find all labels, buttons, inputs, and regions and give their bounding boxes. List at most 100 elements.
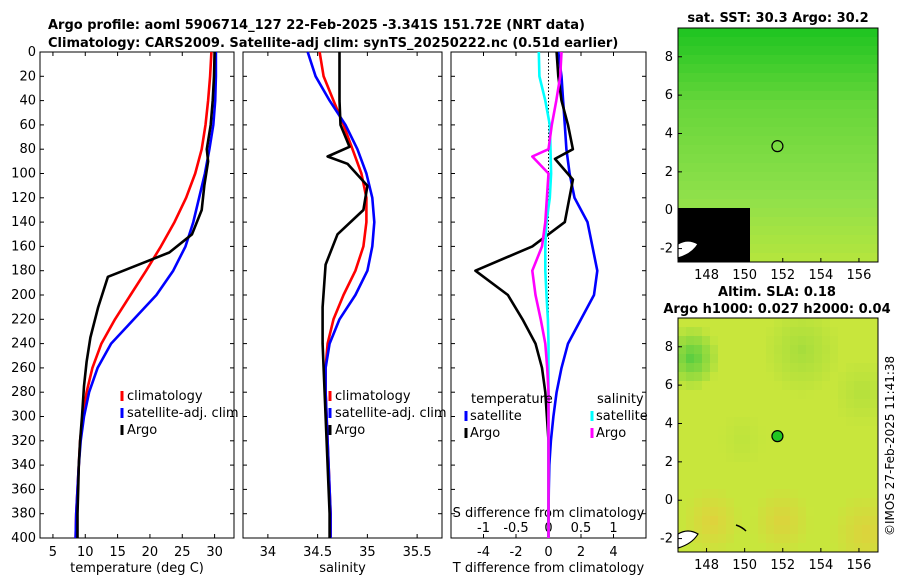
heatmap-cell [822, 354, 831, 364]
heatmap-cell [838, 226, 847, 236]
heatmap-cell [870, 127, 879, 137]
heatmap-cell [710, 154, 719, 164]
heatmap-cell [862, 109, 871, 119]
heatmap-cell [686, 507, 695, 517]
heatmap-cell [830, 516, 839, 526]
heatmap-cell [790, 64, 799, 74]
heatmap-cell [854, 480, 863, 490]
heatmap-cell [702, 390, 711, 400]
heatmap-cell [750, 498, 759, 508]
heatmap-cell [694, 525, 703, 535]
heatmap-cell [774, 516, 783, 526]
heatmap-cell [750, 354, 759, 364]
heatmap-cell [718, 534, 727, 544]
heatmap-cell [806, 507, 815, 517]
heatmap-cell [686, 381, 695, 391]
heatmap-cell [726, 381, 735, 391]
x-axis-label: temperature (deg C) [70, 561, 204, 576]
heatmap-cell [710, 534, 719, 544]
heatmap-cell [710, 336, 719, 346]
heatmap-cell [742, 226, 751, 236]
heatmap-cell [710, 471, 719, 481]
heatmap-cell [710, 525, 719, 535]
heatmap-cell [830, 235, 839, 245]
heatmap-cell [678, 73, 687, 83]
heatmap-cell [694, 426, 703, 436]
heatmap-cell [870, 318, 879, 328]
heatmap-cell [766, 354, 775, 364]
heatmap-cell [678, 345, 687, 355]
heatmap-cell [678, 453, 687, 463]
heatmap-cell [734, 354, 743, 364]
heatmap-cell [830, 417, 839, 427]
heatmap-cell [742, 100, 751, 110]
heatmap-cell [830, 462, 839, 472]
heatmap-cell [822, 118, 831, 128]
heatmap-cell [702, 226, 711, 236]
heatmap-cell [870, 354, 879, 364]
x-tick-label: 25 [174, 545, 191, 560]
heatmap-cell [774, 109, 783, 119]
heatmap-cell [686, 217, 695, 227]
heatmap-cell [766, 399, 775, 409]
heatmap-cell [838, 381, 847, 391]
heatmap-cell [734, 235, 743, 245]
heatmap-cell [846, 46, 855, 56]
heatmap-cell [758, 336, 767, 346]
x-tick-label: 148 [694, 268, 719, 283]
heatmap-cell [782, 444, 791, 454]
heatmap-cell [694, 444, 703, 454]
heatmap-cell [822, 136, 831, 146]
heatmap-cell [790, 37, 799, 47]
heatmap-cell [686, 453, 695, 463]
heatmap-cell [742, 453, 751, 463]
heatmap-cell [710, 480, 719, 490]
heatmap-cell [798, 154, 807, 164]
heatmap-cell [790, 145, 799, 155]
heatmap-cell [694, 127, 703, 137]
heatmap-cell [806, 543, 815, 553]
heatmap-cell [766, 516, 775, 526]
heatmap-cell [790, 543, 799, 553]
heatmap-cell [718, 417, 727, 427]
heatmap-cell [862, 163, 871, 173]
heatmap-cell [870, 91, 879, 101]
heatmap-cell [718, 163, 727, 173]
legend-label: satellite-adj. clim [127, 406, 239, 421]
heatmap-cell [838, 127, 847, 137]
heatmap-cell [766, 100, 775, 110]
heatmap-cell [686, 181, 695, 191]
heatmap-cell [678, 426, 687, 436]
heatmap-cell [702, 190, 711, 200]
heatmap-cell [694, 489, 703, 499]
heatmap-cell [678, 417, 687, 427]
heatmap-cell [790, 244, 799, 254]
heatmap-cell [822, 154, 831, 164]
heatmap-cell [758, 46, 767, 56]
title-line-1: Argo profile: aoml 5906714_127 22-Feb-20… [48, 18, 585, 33]
heatmap-cell [734, 417, 743, 427]
heatmap-cell [694, 181, 703, 191]
heatmap-cell [750, 181, 759, 191]
heatmap-cell [798, 100, 807, 110]
heatmap-cell [814, 363, 823, 373]
heatmap-cell [686, 471, 695, 481]
x-tick-label: 20 [142, 545, 159, 560]
heatmap-cell [694, 109, 703, 119]
heatmap-cell [742, 127, 751, 137]
heatmap-cell [846, 73, 855, 83]
coastline [677, 530, 699, 549]
heatmap-cell [734, 163, 743, 173]
heatmap-cell [774, 208, 783, 218]
heatmap-cell [766, 136, 775, 146]
heatmap-cell [678, 181, 687, 191]
heatmap-cell [830, 399, 839, 409]
heatmap-cell [734, 318, 743, 328]
heatmap-cell [782, 390, 791, 400]
heatmap-cell [854, 372, 863, 382]
legend-label: satellite [596, 409, 648, 424]
heatmap-cell [790, 426, 799, 436]
heatmap-cell [726, 100, 735, 110]
heatmap-cell [782, 127, 791, 137]
heatmap-cell [782, 399, 791, 409]
